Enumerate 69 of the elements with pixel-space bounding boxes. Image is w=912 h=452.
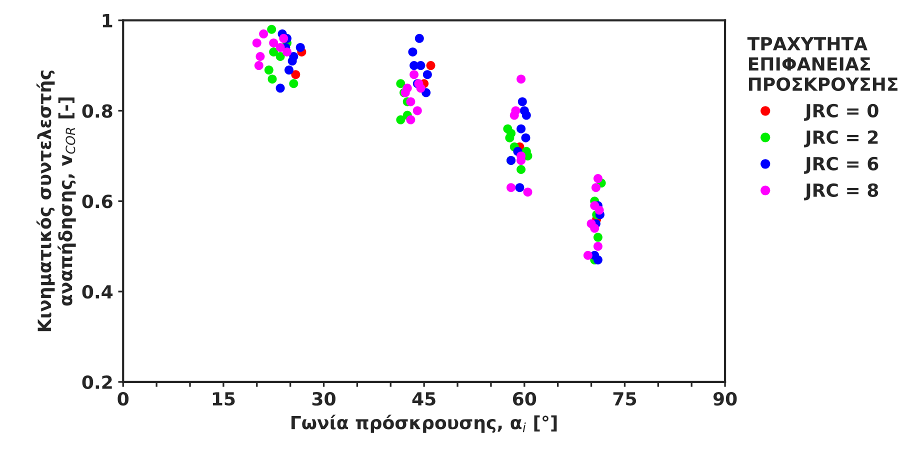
point bbox=[593, 242, 602, 251]
y-tick-label: 0.6 bbox=[82, 194, 112, 208]
y-tick-label: 0.4 bbox=[82, 285, 113, 299]
point bbox=[505, 133, 514, 142]
y-tick-label: 0.8 bbox=[82, 104, 112, 118]
point bbox=[279, 34, 288, 43]
point bbox=[296, 42, 305, 52]
y-tick-label: 0.2 bbox=[82, 375, 112, 390]
point bbox=[591, 183, 600, 192]
point bbox=[408, 47, 418, 56]
point bbox=[284, 66, 294, 75]
point bbox=[267, 24, 276, 34]
x-tick-label: 60 bbox=[512, 392, 536, 406]
point bbox=[593, 255, 602, 264]
x-tick-label: 0 bbox=[118, 392, 129, 406]
point bbox=[282, 47, 292, 56]
legend-label: JRC = 0 bbox=[804, 104, 878, 121]
point bbox=[264, 66, 274, 75]
point bbox=[594, 206, 604, 215]
point bbox=[416, 84, 426, 93]
point bbox=[416, 61, 426, 70]
x-tick-label: 30 bbox=[312, 392, 336, 406]
point bbox=[288, 56, 297, 66]
point bbox=[516, 165, 526, 174]
point bbox=[406, 97, 416, 106]
point bbox=[422, 70, 432, 80]
x-axis-title: Γωνία πρόσκρουσης, α$_{i}$ [°] bbox=[291, 414, 557, 433]
point bbox=[522, 110, 531, 120]
x-tick-label: 45 bbox=[412, 392, 436, 406]
point bbox=[406, 115, 416, 124]
point bbox=[396, 115, 406, 124]
point bbox=[269, 47, 278, 56]
point bbox=[256, 52, 265, 61]
point bbox=[414, 34, 424, 43]
y-tick-label: 1 bbox=[102, 14, 112, 28]
point bbox=[276, 42, 285, 52]
point bbox=[269, 38, 278, 48]
point bbox=[254, 61, 264, 70]
legend-title: ΤΡΑΧΥΤΗΤΑ ΕΠΙΦΑΝΕΙΑΣ ΠΡΟΣΚΡΟΥΣΗΣ bbox=[747, 37, 898, 92]
x-tick-label: 90 bbox=[713, 392, 737, 406]
point bbox=[289, 79, 298, 88]
point bbox=[276, 84, 285, 93]
point bbox=[510, 110, 519, 120]
point bbox=[291, 70, 300, 80]
legend-label: JRC = 6 bbox=[804, 156, 878, 174]
point bbox=[276, 52, 285, 61]
point bbox=[259, 29, 268, 38]
point bbox=[523, 188, 532, 197]
point bbox=[412, 106, 422, 116]
point bbox=[396, 79, 406, 88]
point bbox=[506, 183, 516, 192]
point bbox=[518, 97, 527, 106]
point bbox=[252, 38, 262, 48]
point bbox=[521, 133, 530, 142]
point bbox=[583, 250, 592, 260]
legend-label: JRC = 8 bbox=[804, 183, 878, 200]
point bbox=[426, 61, 436, 70]
point bbox=[590, 224, 600, 233]
point bbox=[516, 74, 526, 84]
point bbox=[593, 174, 602, 184]
y-axis-title: Κινηματικός συντελεστής αναπήδησης, v$_{COR}$ [-] bbox=[36, 70, 76, 332]
x-tick-label: 15 bbox=[212, 392, 235, 406]
legend-label: JRC = 2 bbox=[804, 130, 878, 148]
point bbox=[593, 232, 602, 242]
x-tick-label: 75 bbox=[613, 392, 636, 406]
point bbox=[515, 183, 524, 192]
point bbox=[516, 124, 526, 134]
point bbox=[268, 74, 277, 84]
point bbox=[410, 70, 419, 80]
